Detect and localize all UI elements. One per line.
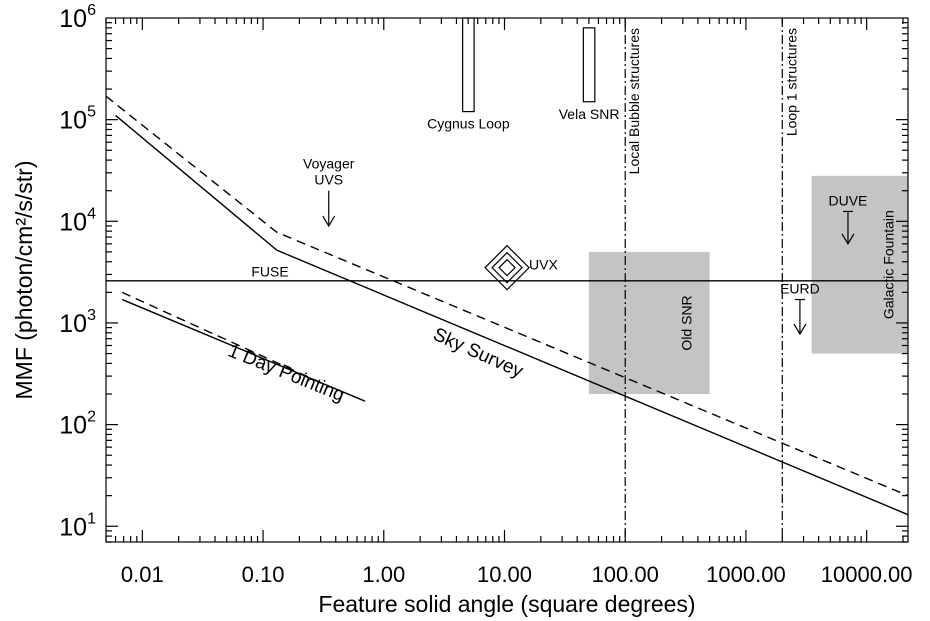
x-tick-label: 100.00 [592, 562, 659, 587]
y-tick-label: 102 [59, 409, 96, 440]
limit-arrow-duve [841, 233, 855, 246]
vline-label-local-bubble-structures: Local Bubble structures [626, 28, 642, 174]
y-axis-label: MMF (photon/cm²/s/str) [11, 161, 37, 400]
axis-ticks: 0.01 0.10 1.00 10.00 100.00 1000.00 10000.00 10… [59, 2, 912, 587]
limit-label-uvs: UVS [314, 172, 343, 188]
bar-cygnus-loop [462, 17, 475, 113]
bar-label-cygnus-loop: Cygnus Loop [427, 116, 510, 132]
limit-label-voyager: Voyager [303, 156, 355, 172]
bar-label-vela-snr: Vela SNR [559, 106, 620, 122]
uvx-diamond-1 [491, 251, 523, 284]
region-galactic-fountain [811, 175, 908, 354]
uvx-diamond-2 [498, 258, 516, 277]
y-tick-label: 101 [59, 510, 96, 541]
y-tick-label: 103 [59, 307, 96, 338]
limit-label-eurd: EURD [780, 281, 820, 297]
x-tick-label: 0.10 [242, 562, 285, 587]
y-tick-label: 104 [59, 205, 96, 236]
series-lines: Local Bubble structures Loop 1 structures [105, 18, 909, 542]
series-line-sky-survey [115, 114, 909, 516]
region-label-galactic-fountain: Galactic Fountain [881, 210, 897, 319]
annotation-fuse: FUSE [251, 264, 288, 280]
x-tick-label: 1.00 [362, 562, 405, 587]
annotation-sky-survey: Sky Survey [430, 324, 527, 382]
y-tick-label: 106 [59, 2, 96, 33]
limit-label-duve: DUVE [829, 192, 868, 208]
x-tick-label: 10000.00 [821, 562, 913, 587]
x-axis-label: Feature solid angle (square degrees) [318, 591, 695, 617]
x-tick-label: 1000.00 [706, 562, 786, 587]
uvx-diamond-0 [484, 244, 530, 291]
diamond-label-uvx: UVX [529, 257, 558, 273]
shaded-regions: Old SNR Galactic Fountain [588, 175, 908, 395]
x-tick-label: 10.00 [477, 562, 532, 587]
limit-arrow-voyager-uvs [322, 215, 336, 228]
annotation-1-day-pointing: 1 Day Pointing [225, 341, 347, 407]
series-line-1-day-pointing [121, 298, 366, 402]
region-label-old-snr: Old SNR [678, 295, 694, 350]
x-tick-label: 0.01 [121, 562, 164, 587]
plot-frame [105, 17, 909, 543]
limit-arrow-eurd [793, 323, 807, 336]
bar-vela-snr [582, 27, 596, 103]
y-tick-label: 105 [59, 104, 96, 135]
series-line-dashed-1 [105, 95, 909, 497]
vline-label-loop-1-structures: Loop 1 structures [783, 28, 799, 136]
series-line-dashed-3 [121, 291, 325, 385]
